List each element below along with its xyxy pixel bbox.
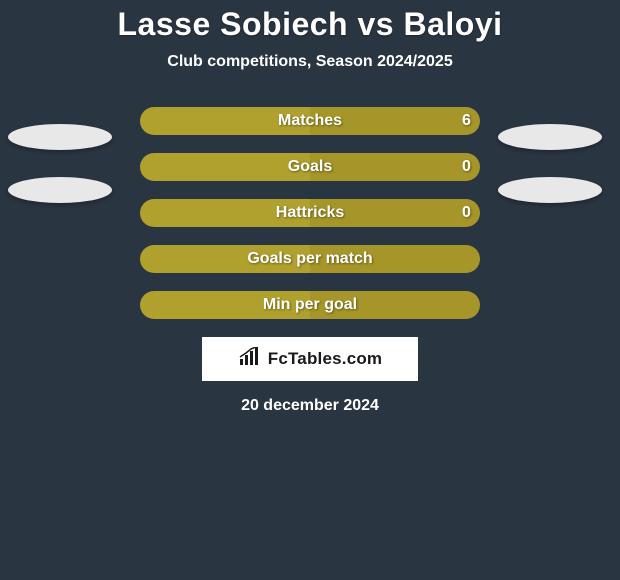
- stat-value-right: 6: [462, 112, 471, 130]
- page-title: Lasse Sobiech vs Baloyi: [0, 6, 620, 43]
- stat-row: Min per goal: [0, 291, 620, 319]
- stat-label: Matches: [278, 112, 342, 130]
- stat-value-right: 0: [462, 158, 471, 176]
- stat-row: Hattricks 0: [0, 199, 620, 227]
- stat-label: Min per goal: [263, 296, 357, 314]
- subtitle: Club competitions, Season 2024/2025: [0, 53, 620, 71]
- stat-label: Goals per match: [247, 250, 372, 268]
- stat-label: Hattricks: [276, 204, 344, 222]
- bar-left: [140, 153, 310, 181]
- chart-icon: [238, 347, 262, 372]
- infographic-container: Lasse Sobiech vs Baloyi Club competition…: [0, 0, 620, 415]
- stat-row: Goals 0: [0, 153, 620, 181]
- stat-label: Goals: [288, 158, 332, 176]
- brand-box: FcTables.com: [202, 337, 418, 381]
- player-ellipse: [498, 177, 602, 203]
- brand-label: FcTables.com: [268, 349, 383, 369]
- stat-row: Goals per match: [0, 245, 620, 273]
- stat-value-right: 0: [462, 204, 471, 222]
- player-ellipse: [8, 177, 112, 203]
- player-ellipse: [8, 124, 112, 150]
- player-ellipse: [498, 124, 602, 150]
- bar-right: [310, 153, 480, 181]
- date-label: 20 december 2024: [0, 397, 620, 415]
